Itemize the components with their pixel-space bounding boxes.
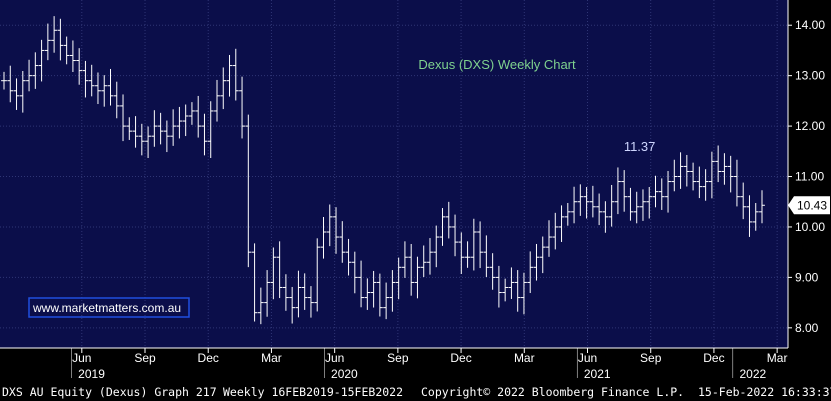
footer-security: DXS AU Equity (Dexus) Graph 217: [2, 385, 217, 399]
y-tick-label: 9.00: [795, 270, 819, 284]
annotation-label: 11.37: [624, 139, 656, 154]
chart-title: Dexus (DXS) Weekly Chart: [418, 57, 576, 72]
footer-bar: DXS AU Equity (Dexus) Graph 217 Weekly 1…: [0, 383, 831, 401]
y-tick-label: 14.00: [795, 18, 825, 32]
price-bars: [1, 16, 765, 325]
watermark-box: www.marketmatters.com.au: [28, 297, 190, 318]
x-month-label: Dec: [198, 351, 219, 365]
y-tick-label: 8.00: [795, 321, 819, 335]
gridlines: [0, 0, 788, 348]
x-month-label: Jun: [72, 351, 91, 365]
x-month-label: Mar: [767, 351, 788, 365]
x-month-label: Jun: [325, 351, 344, 365]
x-month-label: Sep: [387, 351, 409, 365]
x-year-label: 2021: [584, 367, 611, 381]
footer-range: Weekly 16FEB2019-15FEB2022: [223, 385, 404, 399]
footer-timestamp: 15-Feb-2022 16:33:37: [698, 385, 831, 399]
last-price-value: 10.43: [797, 198, 827, 212]
x-month-label: Jun: [578, 351, 597, 365]
x-year-label: 2020: [331, 367, 358, 381]
x-month-label: Mar: [261, 351, 282, 365]
last-price-tag: [788, 196, 830, 215]
y-tick-label: 12.00: [795, 119, 825, 133]
last-price-label: 10.43: [788, 196, 830, 215]
x-month-label: Sep: [640, 351, 662, 365]
x-month-label: Dec: [703, 351, 724, 365]
x-month-label: Mar: [514, 351, 535, 365]
y-tick-label: 11.00: [795, 170, 824, 184]
watermark-text: www.marketmatters.com.au: [32, 301, 181, 315]
y-tick-label: 13.00: [795, 69, 825, 83]
x-axis-ticks: Jun Sep Dec Mar Jun Sep Dec Mar Jun Sep Dec Mar 2019…: [71, 348, 788, 381]
y-tick-label: 10.00: [795, 220, 825, 234]
footer-copyright: Copyright© 2022 Bloomberg Finance L.P.: [421, 385, 685, 399]
x-month-label: Dec: [450, 351, 471, 365]
x-year-label: 2019: [78, 367, 105, 381]
annotations: 11.37: [624, 139, 656, 154]
x-month-label: Sep: [134, 351, 156, 365]
x-year-label: 2022: [739, 367, 766, 381]
plot-background: [0, 0, 788, 348]
y-axis-ticks: 8.00 9.00 10.00 11.00 12.00 13.00 14.00: [788, 18, 825, 335]
